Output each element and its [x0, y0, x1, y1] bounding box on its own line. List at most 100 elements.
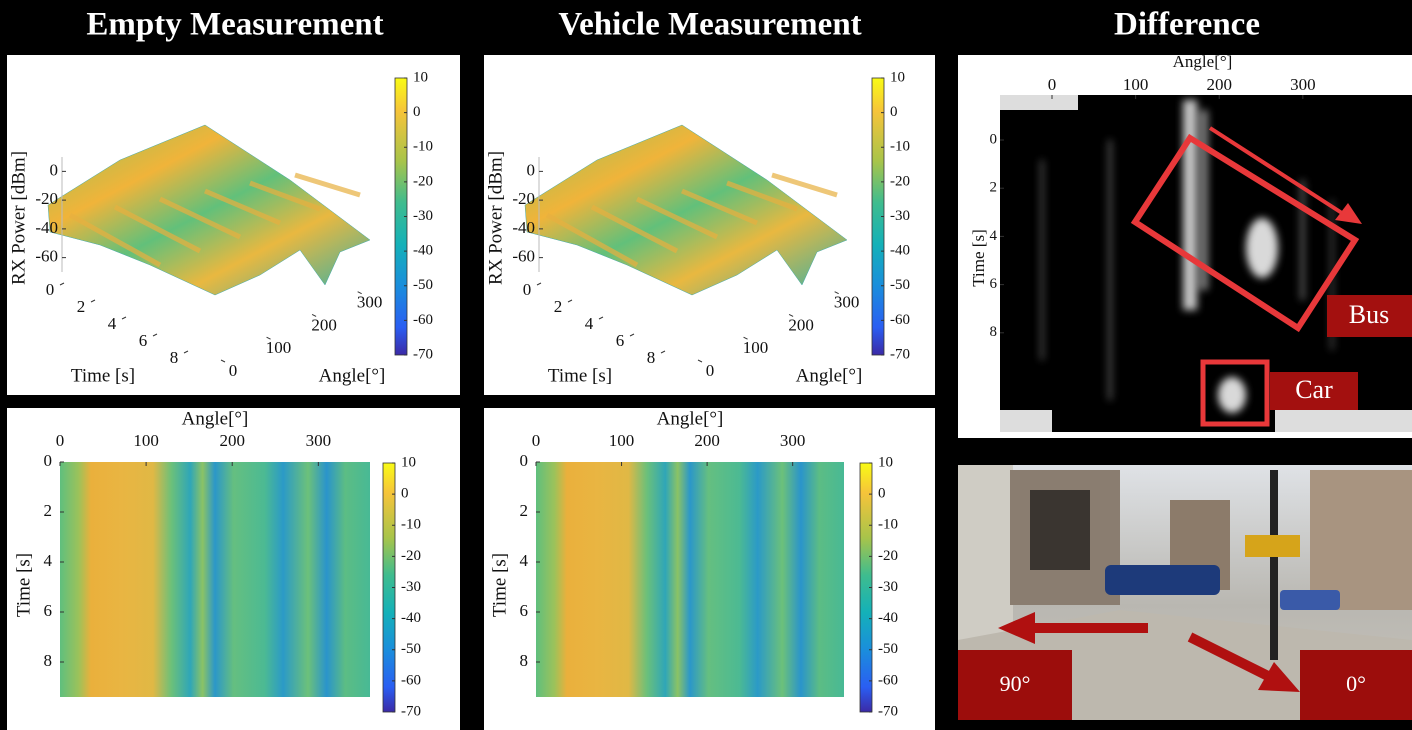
colorbar-tick-label: 10	[890, 69, 905, 85]
colorbar-tick-label: 0	[413, 104, 421, 120]
x-tick-label: 8	[170, 348, 179, 367]
y-axis-label: Time [s]	[969, 229, 988, 286]
x-tick-label: 300	[780, 431, 806, 450]
colorbar-tick-label: -10	[413, 139, 433, 155]
z-tick-label: -40	[512, 218, 535, 237]
colorbar-tick-label: -50	[413, 277, 433, 293]
colorbar-tick-label: -10	[878, 517, 898, 533]
x-tick-label: 0	[56, 431, 65, 450]
colorbar-tick-label: -20	[413, 173, 433, 189]
y-tick-label: 4	[44, 551, 53, 570]
y-tick-label: 0	[706, 361, 715, 380]
y-tick-label: 2	[520, 501, 529, 520]
x-tick-label: 2	[77, 297, 86, 316]
colorbar-tick-label: -30	[413, 208, 433, 224]
y-tick-label: 200	[788, 315, 814, 334]
x-axis-label: Angle[°]	[182, 408, 249, 429]
y-axis-label: Angle[°]	[319, 365, 386, 386]
x-tick-label: 4	[585, 314, 594, 333]
x-tick-label: 200	[1206, 75, 1232, 94]
x-tick-label: 2	[554, 297, 563, 316]
z-tick-label: 0	[527, 160, 536, 179]
x-tick-label: 100	[609, 431, 635, 450]
colorbar-tick-label: -70	[878, 703, 898, 719]
x-tick-label: 300	[306, 431, 332, 450]
colorbar-tick-label: -50	[401, 641, 421, 657]
x-tick-label: 4	[108, 314, 117, 333]
x-tick-label: 200	[219, 431, 245, 450]
x-axis-label: Time [s]	[71, 365, 135, 386]
colorbar-tick-label: -70	[890, 346, 910, 362]
y-tick-label: 8	[44, 651, 53, 670]
colorbar-tick-label: -50	[890, 277, 910, 293]
y-tick-label: 8	[990, 324, 998, 340]
direction-label: 0°	[1346, 671, 1366, 696]
colorbar-tick-label: -10	[401, 517, 421, 533]
y-tick-label: 0	[44, 451, 53, 470]
x-axis-label: Angle[°]	[657, 408, 724, 429]
x-tick-label: 0	[46, 280, 55, 299]
x-tick-label: 0	[1048, 75, 1057, 94]
y-axis-label: Time [s]	[13, 553, 34, 617]
colorbar-tick-label: -60	[401, 672, 421, 688]
z-tick-label: -20	[512, 189, 535, 208]
x-tick-label: 200	[694, 431, 720, 450]
colorbar-tick-label: 0	[890, 104, 898, 120]
column-title: Vehicle Measurement	[558, 7, 861, 43]
colorbar-tick-label: -40	[401, 610, 421, 626]
y-tick-label: 100	[266, 338, 292, 357]
z-axis-label: RX Power [dBm]	[8, 151, 29, 285]
colorbar-tick-label: 10	[413, 69, 428, 85]
x-tick-label: 6	[616, 331, 625, 350]
x-tick-label: 6	[139, 331, 148, 350]
y-tick-label: 6	[520, 601, 529, 620]
z-tick-label: 0	[50, 160, 59, 179]
colorbar-tick-label: -20	[890, 173, 910, 189]
direction-label: 90°	[1000, 671, 1031, 696]
colorbar-tick-label: 0	[878, 486, 886, 502]
z-tick-label: -60	[35, 247, 58, 266]
colorbar-tick-label: -20	[878, 548, 898, 564]
z-axis-label: RX Power [dBm]	[485, 151, 506, 285]
z-tick-label: -20	[35, 189, 58, 208]
x-tick-label: 0	[523, 280, 532, 299]
y-tick-label: 8	[520, 651, 529, 670]
y-axis-label: Angle[°]	[796, 365, 863, 386]
figure: Empty Measurement Vehicle Measurement Di…	[0, 0, 1412, 730]
z-tick-label: -40	[35, 218, 58, 237]
x-axis-label: Angle[°]	[1173, 52, 1233, 71]
x-tick-label: 8	[647, 348, 656, 367]
colorbar-tick-label: -30	[878, 579, 898, 595]
heatmap-image	[536, 462, 844, 697]
y-axis-label: Time [s]	[489, 553, 510, 617]
colorbar-tick-label: -70	[401, 703, 421, 719]
colorbar-tick-label: -40	[890, 243, 910, 259]
y-tick-label: 2	[990, 180, 998, 196]
y-tick-label: 100	[743, 338, 769, 357]
colorbar-tick-label: -40	[878, 610, 898, 626]
annotation: Bus	[1349, 300, 1389, 329]
heatmap-image	[60, 462, 370, 697]
colorbar-tick-label: -30	[890, 208, 910, 224]
colorbar-tick-label: -30	[401, 579, 421, 595]
y-tick-label: 4	[990, 228, 998, 244]
colorbar-tick-label: -60	[878, 672, 898, 688]
x-axis-label: Time [s]	[548, 365, 612, 386]
y-tick-label: 6	[44, 601, 53, 620]
colorbar-tick-label: 10	[401, 454, 416, 470]
x-tick-label: 100	[1123, 75, 1149, 94]
y-tick-label: 200	[311, 315, 337, 334]
x-tick-label: 100	[133, 431, 159, 450]
colorbar-tick-label: -60	[890, 312, 910, 328]
colorbar-tick-label: 0	[401, 486, 409, 502]
colorbar-tick-label: -70	[413, 346, 433, 362]
y-tick-label: 300	[357, 293, 383, 312]
column-title: Difference	[1114, 7, 1260, 43]
y-tick-label: 2	[44, 501, 53, 520]
y-tick-label: 0	[229, 361, 238, 380]
colorbar-tick-label: -60	[413, 312, 433, 328]
y-tick-label: 0	[520, 451, 529, 470]
y-tick-label: 300	[834, 293, 860, 312]
column-title: Empty Measurement	[86, 7, 383, 43]
y-tick-label: 4	[520, 551, 529, 570]
